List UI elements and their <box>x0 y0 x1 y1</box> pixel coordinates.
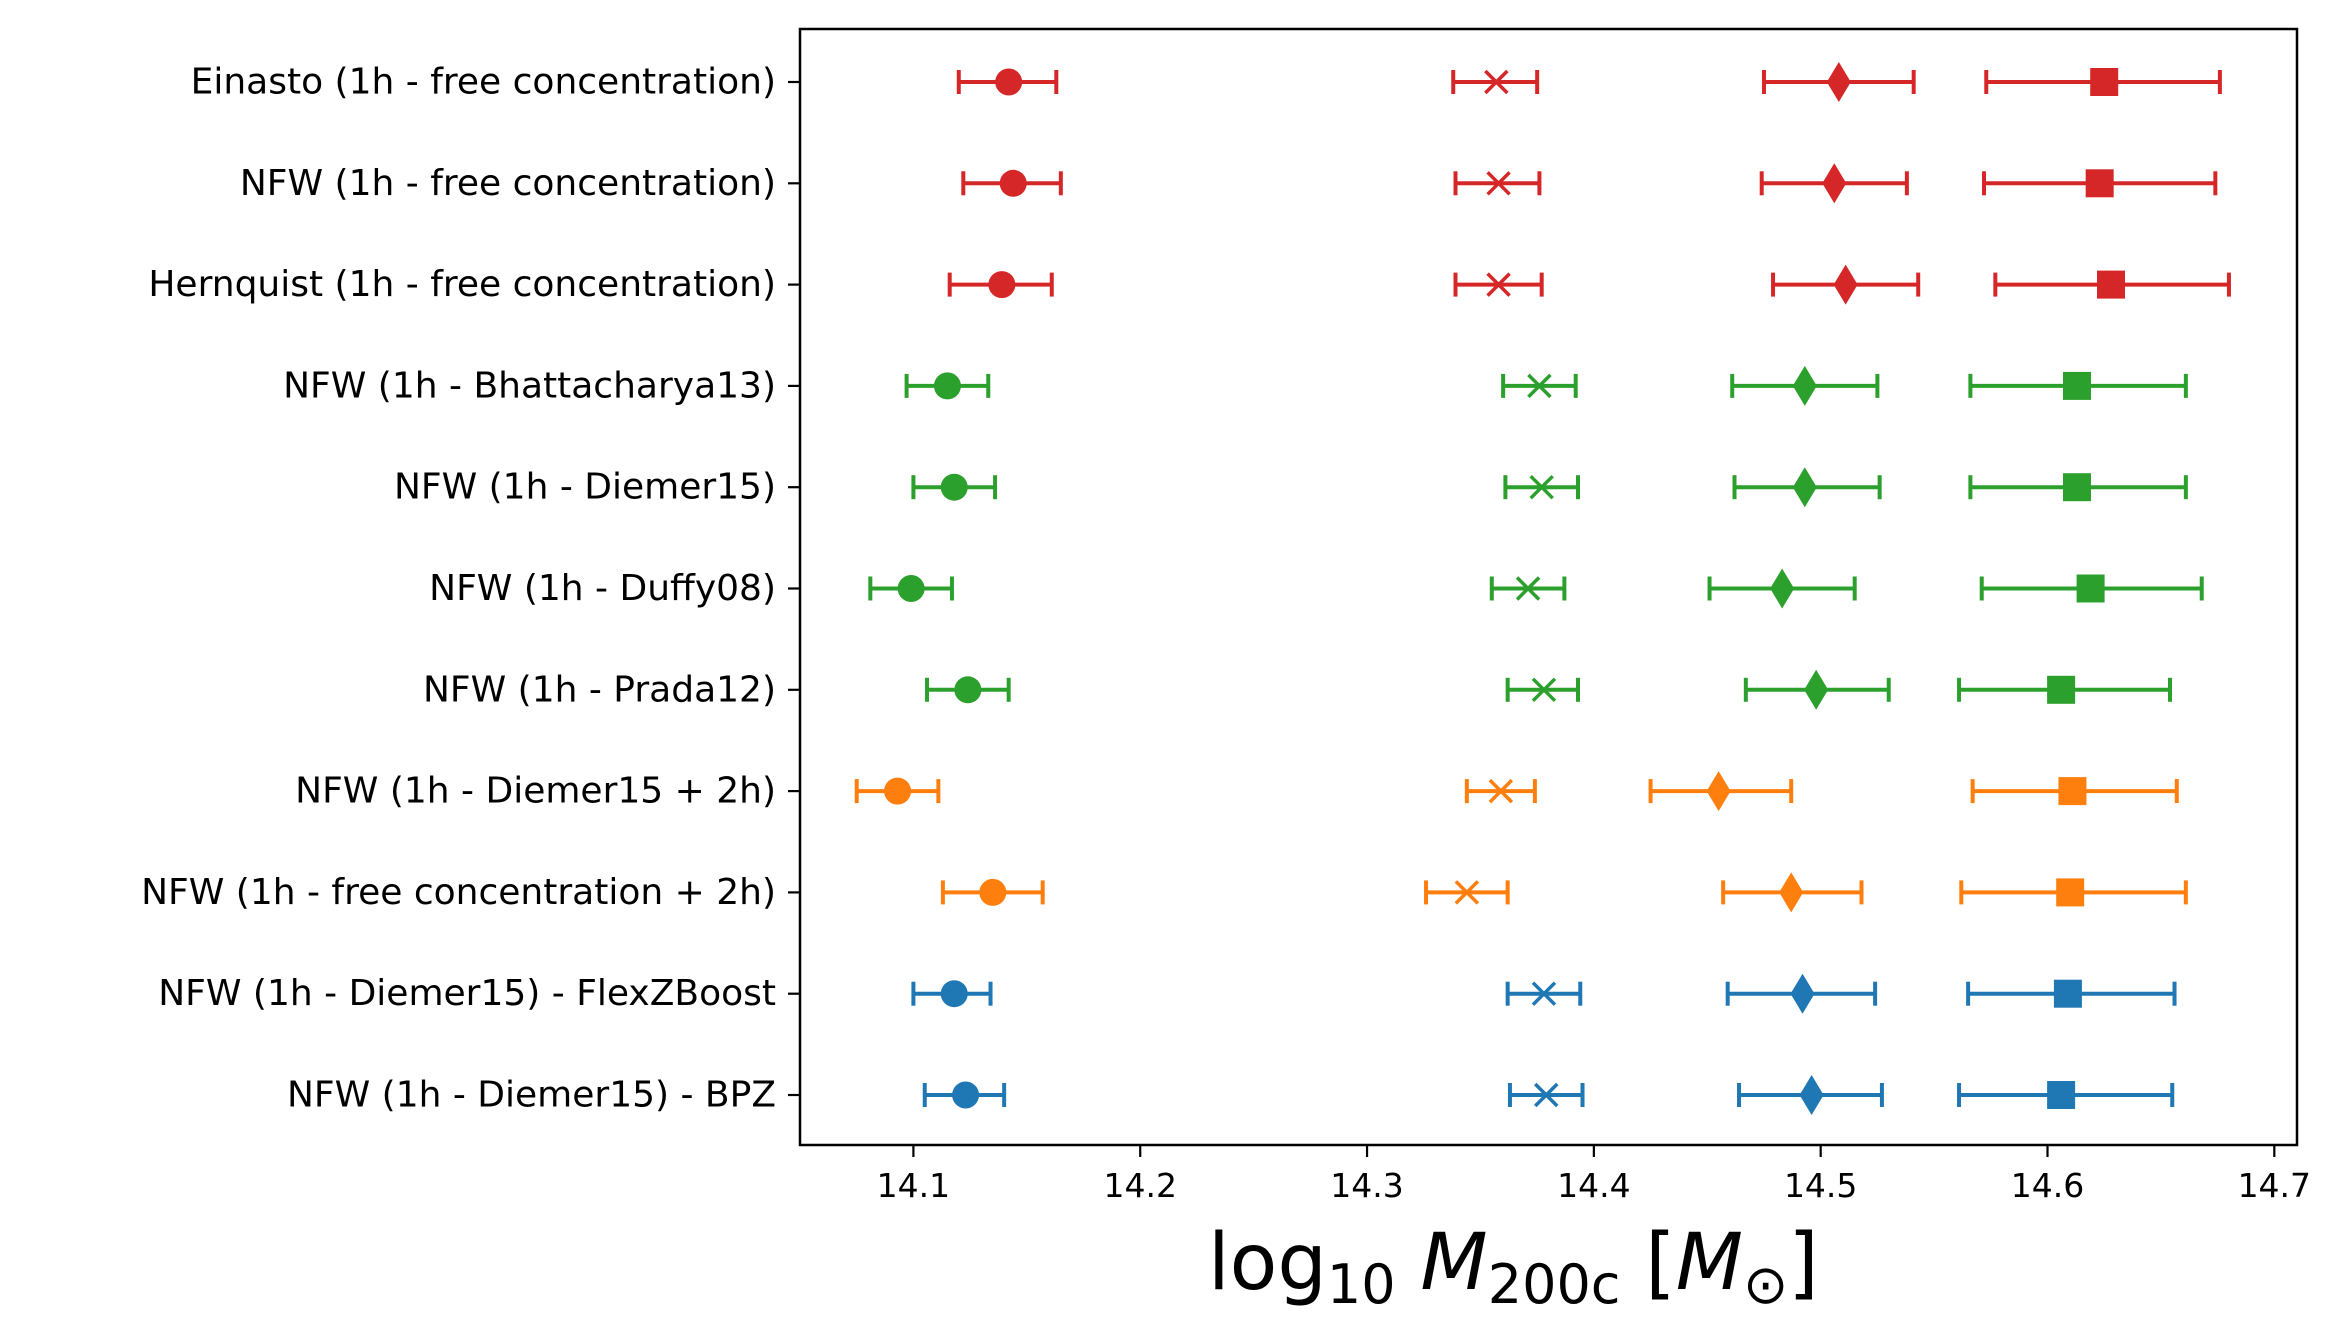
x-label-variable-sub: 200c <box>1487 1253 1621 1316</box>
marks-layer <box>854 62 2231 1115</box>
data-point-diamond <box>1792 467 1817 508</box>
data-point-diamond <box>1790 973 1815 1014</box>
x-label-bracket-close: ] <box>1788 1218 1819 1308</box>
data-point-square <box>2062 371 2091 400</box>
y-tick-label: NFW (1h - free concentration) <box>240 163 776 204</box>
data-point-square <box>2053 979 2082 1008</box>
data-point-circle <box>999 169 1027 197</box>
data-point-diamond <box>1826 62 1851 102</box>
y-tick-label: NFW (1h - Prada12) <box>423 669 776 710</box>
data-point-diamond <box>1804 669 1829 710</box>
y-tick-label: Einasto (1h - free concentration) <box>191 62 776 103</box>
data-point-circle <box>933 372 961 400</box>
x-tick-label: 14.2 <box>1103 1166 1176 1205</box>
y-tick-label: Hernquist (1h - free concentration) <box>148 264 776 305</box>
data-point-circle <box>940 980 968 1008</box>
data-point-circle <box>954 676 982 704</box>
data-point-x <box>1531 981 1557 1006</box>
x-tick-label: 14.1 <box>877 1166 950 1205</box>
data-point-square <box>2056 878 2085 907</box>
x-label-log-base: 10 <box>1326 1253 1396 1316</box>
data-point-x <box>1527 373 1552 399</box>
data-point-diamond <box>1770 568 1795 609</box>
data-point-x <box>1529 474 1554 500</box>
y-tick-label: NFW (1h - Diemer15) <box>394 467 776 508</box>
data-point-square <box>2097 270 2126 299</box>
x-tick-label: 14.3 <box>1330 1166 1403 1205</box>
data-point-diamond <box>1799 1075 1824 1115</box>
data-point-x <box>1484 69 1509 95</box>
data-point-x <box>1486 171 1511 196</box>
x-axis-label: log10 M200c [M⊙] <box>1208 1218 1819 1316</box>
x-tick-label: 14.7 <box>2238 1166 2311 1205</box>
data-point-square <box>2058 777 2087 806</box>
data-point-square <box>2062 473 2091 502</box>
x-label-unit: M <box>1675 1218 1744 1308</box>
y-tick-label: NFW (1h - Diemer15 + 2h) <box>295 771 776 812</box>
data-point-circle <box>952 1081 980 1109</box>
data-point-diamond <box>1822 163 1847 204</box>
x-tick-layer: 14.1 14.2 14.3 14.4 14.5 14.6 14.7 <box>877 1145 2311 1205</box>
data-point-circle <box>995 68 1023 96</box>
data-point-x <box>1531 677 1557 703</box>
data-point-x <box>1486 272 1511 297</box>
x-label-log: log <box>1208 1218 1327 1308</box>
y-tick-label: NFW (1h - Diemer15) - FlexZBoost <box>158 973 776 1014</box>
data-point-x <box>1454 880 1480 905</box>
y-tick-label: NFW (1h - Bhattacharya13) <box>283 365 776 406</box>
data-point-square <box>2047 675 2076 704</box>
data-point-square <box>2090 68 2119 96</box>
plot-frame <box>798 27 2299 1147</box>
y-tick-label: NFW (1h - Duffy08) <box>429 568 776 609</box>
data-point-diamond <box>1779 872 1804 913</box>
x-label-bracket-open: [ <box>1620 1218 1676 1308</box>
y-tick-label: NFW (1h - Diemer15) - BPZ <box>287 1075 776 1116</box>
data-point-square <box>2047 1081 2076 1109</box>
data-point-circle <box>897 575 925 602</box>
x-tick-label: 14.5 <box>1784 1166 1857 1205</box>
x-tick-label: 14.6 <box>2011 1166 2084 1205</box>
data-point-circle <box>988 271 1016 299</box>
y-tick-layer: Einasto (1h - free concentration) NFW (1h… <box>141 62 800 1116</box>
data-point-circle <box>884 777 912 805</box>
data-point-diamond <box>1706 771 1731 812</box>
data-point-square <box>2085 169 2114 198</box>
x-tick-label: 14.4 <box>1557 1166 1630 1205</box>
data-point-circle <box>940 473 968 501</box>
y-tick-label: NFW (1h - free concentration + 2h) <box>141 872 776 913</box>
data-point-square <box>2076 574 2105 603</box>
x-label-variable: M <box>1420 1218 1488 1308</box>
x-label-unit-sub: ⊙ <box>1743 1253 1789 1316</box>
data-point-circle <box>979 878 1007 906</box>
data-point-x <box>1533 1082 1559 1108</box>
data-point-x <box>1488 778 1514 804</box>
data-point-diamond <box>1833 264 1858 305</box>
data-point-diamond <box>1792 365 1817 406</box>
data-point-x <box>1515 576 1541 601</box>
